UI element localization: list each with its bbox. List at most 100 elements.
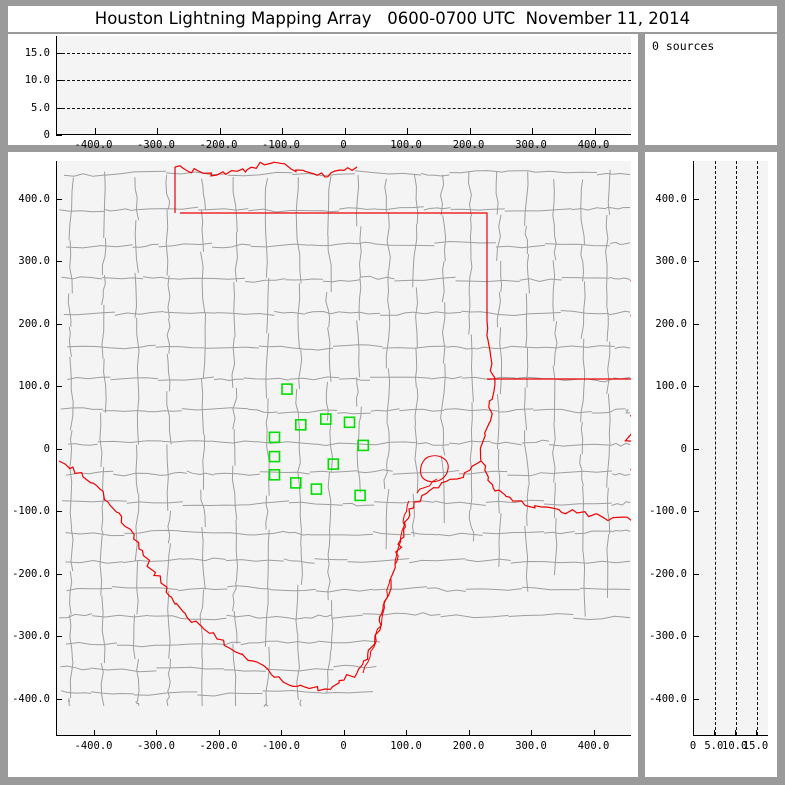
county-border xyxy=(296,633,300,700)
county-border xyxy=(265,398,269,430)
lma-station-marker[interactable] xyxy=(357,439,370,452)
county-border xyxy=(65,532,125,537)
county-border xyxy=(504,208,572,212)
county-border xyxy=(295,584,299,634)
county-border xyxy=(60,665,91,671)
county-border xyxy=(552,179,556,227)
lma-station-marker[interactable] xyxy=(343,416,356,429)
county-border xyxy=(298,482,302,547)
yaxis-tick-label: 300.0 xyxy=(655,255,687,267)
county-border xyxy=(552,365,556,423)
lma-station-marker[interactable] xyxy=(268,468,281,481)
lma-station-marker[interactable] xyxy=(327,458,340,470)
lma-station-marker[interactable] xyxy=(354,489,366,502)
county-border xyxy=(545,243,611,247)
county-border xyxy=(155,345,206,349)
county-border xyxy=(337,412,371,415)
county-border xyxy=(209,440,257,444)
county-border xyxy=(327,563,331,601)
county-border xyxy=(410,531,438,536)
county-border xyxy=(356,440,361,493)
county-border xyxy=(265,333,270,399)
yaxis-tick xyxy=(693,636,699,637)
county-border xyxy=(526,348,529,388)
xaxis-tick-label: -300.0 xyxy=(137,139,175,151)
xaxis-tick-label: -400.0 xyxy=(74,139,113,151)
county-border xyxy=(101,275,106,306)
county-border xyxy=(358,277,362,321)
county-border xyxy=(314,558,348,561)
county-border xyxy=(411,493,415,537)
county-border xyxy=(582,551,586,617)
county-border xyxy=(441,302,446,364)
county-border xyxy=(553,482,556,518)
county-border xyxy=(415,287,419,348)
county-border xyxy=(468,296,471,335)
county-border xyxy=(446,345,476,350)
county-border xyxy=(205,346,259,349)
lma-station-marker[interactable] xyxy=(290,477,302,489)
xaxis-tick-label: 100.0 xyxy=(390,139,422,151)
xaxis-tick xyxy=(693,730,694,736)
county-border xyxy=(99,535,103,596)
xaxis-tick-label: 400.0 xyxy=(577,139,610,151)
county-border xyxy=(507,472,555,477)
plan-view-map-plot-area[interactable] xyxy=(56,161,631,736)
county-border xyxy=(426,587,466,592)
xaxis-tick xyxy=(755,730,757,736)
county-border xyxy=(65,559,123,564)
county-border xyxy=(327,471,332,529)
county-border xyxy=(533,408,592,414)
county-border xyxy=(90,691,134,695)
county-border xyxy=(165,209,169,276)
county-border xyxy=(376,206,424,211)
county-border xyxy=(469,216,472,257)
county-border xyxy=(333,664,377,669)
county-border xyxy=(101,277,144,280)
xaxis-tick xyxy=(406,730,407,736)
county-border xyxy=(166,688,170,707)
lma-station-marker[interactable] xyxy=(319,413,332,425)
lma-station-marker[interactable] xyxy=(281,383,293,395)
lma-station-marker[interactable] xyxy=(295,418,307,431)
coastline-louisiana xyxy=(480,460,631,522)
county-border xyxy=(610,241,631,245)
county-border xyxy=(553,517,558,576)
lma-station-marker[interactable] xyxy=(268,450,281,463)
county-border xyxy=(296,223,302,284)
east-altitude-plot-area xyxy=(693,161,768,736)
county-border xyxy=(437,532,483,537)
lma-station-marker[interactable] xyxy=(268,431,281,444)
county-border xyxy=(524,430,530,486)
county-border xyxy=(60,690,92,694)
county-border xyxy=(69,400,74,431)
county-border xyxy=(354,170,422,176)
yaxis-tick-label: 10.0 xyxy=(24,74,50,86)
county-border xyxy=(134,272,138,318)
county-border xyxy=(561,277,611,279)
county-border xyxy=(525,293,528,349)
county-border xyxy=(580,179,584,216)
lma-station-markers-layer[interactable] xyxy=(268,383,370,502)
county-border xyxy=(132,243,159,248)
county-border xyxy=(200,489,206,528)
yaxis-tick xyxy=(693,698,699,700)
yaxis-tick xyxy=(693,511,699,512)
county-border xyxy=(179,617,227,621)
county-border xyxy=(552,422,556,483)
county-border xyxy=(332,344,383,348)
county-border xyxy=(167,510,172,544)
xaxis-tick xyxy=(344,128,346,134)
county-border xyxy=(372,531,412,536)
county-border xyxy=(580,381,585,422)
county-border xyxy=(331,614,363,619)
xaxis-tick xyxy=(713,730,715,736)
county-border xyxy=(305,210,340,213)
lma-station-marker[interactable] xyxy=(310,483,323,495)
title-bar: Houston Lightning Mapping Array 0600-070… xyxy=(8,6,777,32)
county-border xyxy=(135,701,140,707)
county-border xyxy=(321,691,374,694)
yaxis-tick-label: 15.0 xyxy=(24,46,50,59)
county-border xyxy=(423,207,451,211)
xaxis-tick-label: -400.0 xyxy=(74,740,113,752)
